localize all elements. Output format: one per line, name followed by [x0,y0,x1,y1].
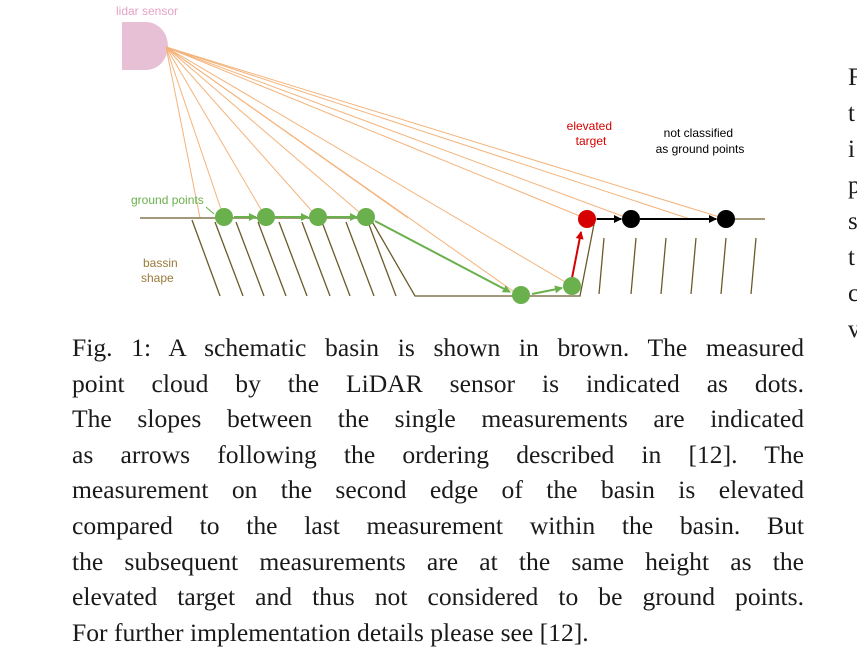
not-ground-point [622,210,640,228]
caption-line: measurement on the second edge of the ba… [72,475,804,505]
ground-slope-arrows [234,213,563,295]
ground-point [309,208,327,226]
column-letter: t [848,100,855,127]
not-classified-label: not classified as ground points [656,126,745,156]
caption-line: For further implementation details pleas… [72,617,589,647]
column-letter: s [848,208,857,235]
caption-line: point cloud by the LiDAR sensor is indic… [72,368,804,398]
ground-point [357,208,375,226]
caption-line: Fig. 1: A schematic basin is shown in br… [72,333,804,362]
elevated-target-label: elevated target [567,119,616,148]
caption-line: as arrows following the ordering describ… [72,439,804,469]
ground-point [512,286,530,304]
not-ground-point [717,210,735,228]
column-letter: c [848,280,857,307]
column-letter: p [848,172,857,199]
ground-points-label: ground points [131,193,204,207]
figure-svg: lidar sensor [116,4,765,304]
caption-line: the subsequent measurements are at the s… [72,546,804,576]
caption-line: The slopes between the single measuremen… [72,404,804,434]
column-letter: i [848,136,855,163]
figure-basin-schematic: lidar sensor [0,0,857,320]
lidar-sensor-label: lidar sensor [116,4,178,18]
ground-points-leader [205,206,215,215]
basin-shape [140,217,765,297]
basin-shape-label: bassin shape [141,256,181,285]
elevated-point [578,210,596,228]
figure-caption: Fig. 1: A schematic basin is shown in br… [72,330,804,650]
column-letter: v [848,316,857,343]
laser-rays [165,46,727,297]
caption-line: elevated target and thus not considered … [72,582,804,612]
ground-points [215,208,581,304]
caption-line: compared to the last measurement within … [72,510,804,540]
column-letter: F [848,64,857,91]
column-letter: t [848,244,855,271]
ground-point [257,208,275,226]
adjacent-column-text: F t i p s t c v [848,60,857,348]
ground-point [215,208,233,226]
lidar-sensor-icon [122,22,168,70]
ground-point [563,277,581,295]
elevated-slope-arrow [571,231,584,279]
